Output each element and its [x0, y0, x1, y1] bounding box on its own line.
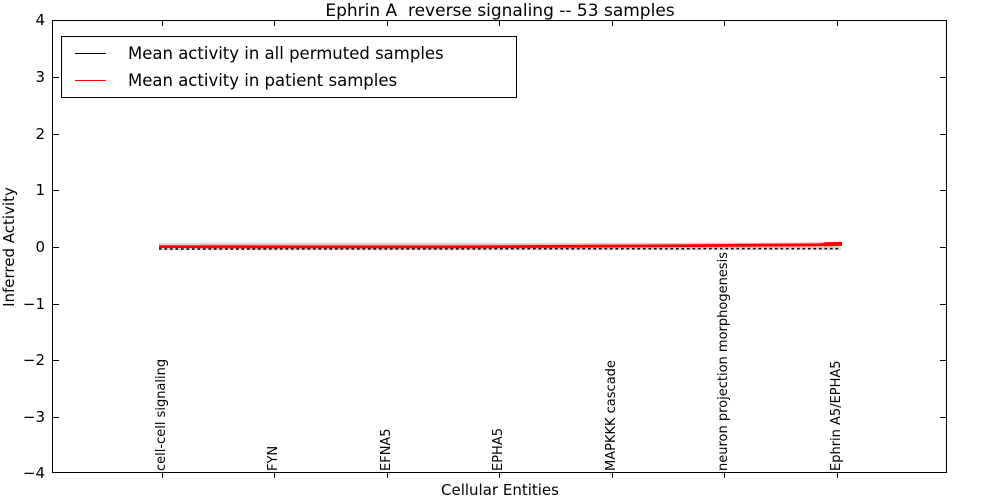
legend-label: Mean activity in all permuted samples	[128, 44, 444, 63]
tick-mark	[162, 21, 164, 26]
tick-mark	[724, 473, 726, 478]
tick-mark	[940, 77, 946, 79]
tick-mark	[53, 20, 59, 22]
legend-item-patient: Mean activity in patient samples	[62, 68, 516, 94]
ytick-label: −1	[22, 295, 45, 313]
tick-mark	[53, 134, 59, 136]
ytick-label: −3	[22, 408, 45, 426]
tick-mark	[724, 21, 726, 26]
tick-mark	[387, 21, 389, 26]
tick-mark	[940, 134, 946, 136]
ytick-label: 2	[35, 125, 45, 143]
tick-mark	[53, 77, 59, 79]
tick-mark	[162, 473, 164, 478]
legend-item-permuted: Mean activity in all permuted samples	[62, 41, 516, 67]
ytick-label: 3	[35, 68, 45, 86]
tick-mark	[499, 21, 501, 26]
x-axis-label: Cellular Entities	[441, 481, 559, 499]
tick-mark	[53, 360, 59, 362]
ytick-label: −4	[22, 464, 45, 482]
legend: Mean activity in all permuted samples Me…	[61, 36, 517, 98]
tick-mark	[53, 304, 59, 306]
tick-mark	[53, 417, 59, 419]
tick-mark	[940, 360, 946, 362]
red-line-swatch	[75, 80, 106, 81]
ytick-label: 0	[35, 238, 45, 256]
tick-mark	[940, 304, 946, 306]
tick-mark	[940, 190, 946, 192]
tick-mark	[940, 247, 946, 249]
tick-mark	[612, 473, 614, 478]
ytick-label: 4	[35, 11, 45, 29]
tick-mark	[53, 190, 59, 192]
tick-mark	[387, 473, 389, 478]
y-axis-label: Inferred Activity	[0, 187, 18, 307]
mean-patient-line	[158, 242, 842, 249]
black-line-swatch	[75, 53, 106, 54]
ytick-label: 1	[35, 181, 45, 199]
legend-label: Mean activity in patient samples	[128, 71, 398, 90]
chart-title: Ephrin A reverse signaling -- 53 samples	[325, 1, 675, 21]
ytick-label: −2	[22, 351, 45, 369]
tick-mark	[274, 473, 276, 478]
tick-mark	[837, 21, 839, 26]
tick-mark	[837, 473, 839, 478]
tick-mark	[53, 247, 59, 249]
tick-mark	[274, 21, 276, 26]
tick-mark	[499, 473, 501, 478]
tick-mark	[940, 20, 946, 22]
tick-mark	[940, 417, 946, 419]
tick-mark	[612, 21, 614, 26]
